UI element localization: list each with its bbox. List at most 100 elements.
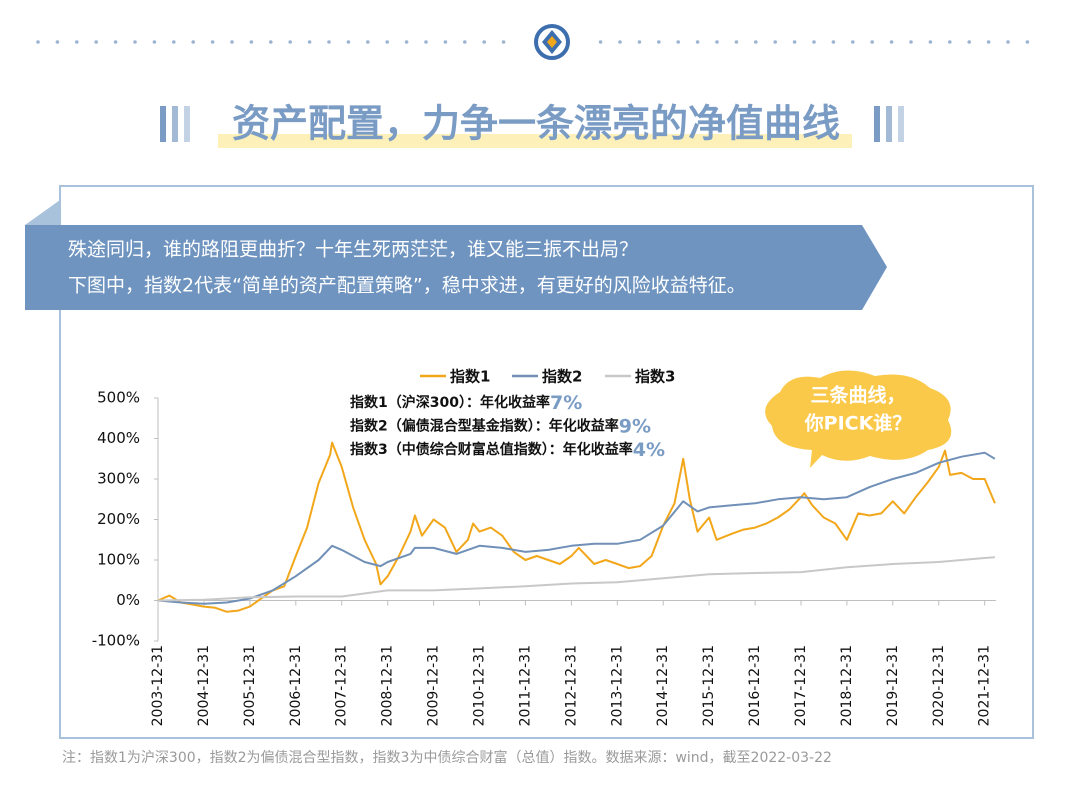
frame <box>59 185 1034 739</box>
dot <box>75 40 79 44</box>
annotation-rate: 9% <box>619 415 651 437</box>
x-tick-label: 2011-12-31 <box>517 645 533 726</box>
speech-bubble: 三条曲线， 你PICK谁？ <box>765 370 952 468</box>
dot <box>1006 40 1010 44</box>
dot <box>269 40 273 44</box>
x-tick-label: 2014-12-31 <box>655 645 671 726</box>
dot <box>36 40 40 44</box>
dot <box>695 40 700 44</box>
footnote: 注：指数1为沪深300，指数2为偏债混合型指数，指数3为中债综合财富（总值）指数… <box>62 749 832 766</box>
banner-line: 下图中，指数2代表“简单的资产配置策略”，稳中求进，有更好的风险收益特征。 <box>68 275 746 297</box>
dot <box>598 40 603 44</box>
dot <box>191 40 195 44</box>
dot <box>657 40 661 44</box>
dot <box>385 40 390 44</box>
dot <box>404 40 409 44</box>
title: 资产配置，力争一条漂亮的净值曲线 <box>232 102 840 146</box>
annotation: 指数3（中债综合财富总值指数）：年化收益率4% <box>350 439 665 461</box>
x-tick-label: 2010-12-31 <box>471 645 487 726</box>
x-tick-label: 2018-12-31 <box>839 645 855 726</box>
dot <box>754 40 758 44</box>
x-tick-label: 2004-12-31 <box>196 645 212 726</box>
title-bars <box>160 106 904 142</box>
dot <box>851 40 855 44</box>
dot <box>831 40 836 44</box>
y-tick-label: -100% <box>92 632 140 650</box>
dot <box>1025 40 1030 44</box>
dot <box>773 40 777 44</box>
x-tick-label: 2020-12-31 <box>931 645 947 726</box>
series-line <box>157 556 995 602</box>
y-tick-label: 200% <box>97 510 140 528</box>
x-tick-label: 2017-12-31 <box>793 645 809 726</box>
annotation: 指数1（沪深300）：年化收益率7% <box>350 392 582 414</box>
annotation-text: 指数2（偏债混合型基金指数）：年化收益率 <box>350 418 619 435</box>
annotation-text: 指数3（中债综合财富总值指数）：年化收益率 <box>350 441 633 458</box>
chart: -100% 0% 100% 200% 300% 400% 500% 2003-12-31 200… <box>92 368 996 726</box>
dot <box>676 40 680 44</box>
dot <box>55 40 60 44</box>
dot <box>812 40 816 44</box>
legend-label: 指数3 <box>635 368 675 386</box>
x-tick-label: 2019-12-31 <box>885 645 901 726</box>
banner-fold <box>25 200 60 225</box>
x-tick-label: 2003-12-31 <box>150 645 166 726</box>
x-tick-label: 2021-12-31 <box>977 645 993 726</box>
dot <box>482 40 487 44</box>
dot <box>327 40 331 44</box>
dot <box>152 40 157 44</box>
legend-label: 指数2 <box>542 368 582 386</box>
series-line <box>157 441 996 613</box>
dot <box>172 40 176 44</box>
dot <box>870 40 874 44</box>
x-tick-label: 2013-12-31 <box>609 645 625 726</box>
annotation: 指数2（偏债混合型基金指数）：年化收益率9% <box>350 415 651 437</box>
dot <box>792 40 797 44</box>
x-tick-label: 2015-12-31 <box>701 645 717 726</box>
logo <box>534 24 570 60</box>
dot <box>210 40 215 44</box>
bubble-text: 三条曲线， <box>810 384 905 407</box>
y-tick-label: 400% <box>97 429 140 447</box>
annotation-text: 指数1（沪深300）：年化收益率 <box>350 394 550 411</box>
dot <box>346 40 351 44</box>
series-line <box>157 451 996 605</box>
banner-line: 殊途同归，谁的路阻更曲折？十年生死两茫茫，谁又能三振不出局？ <box>68 239 638 261</box>
dot <box>288 40 293 44</box>
x-tick-label: 2005-12-31 <box>242 645 258 726</box>
x-tick-label: 2006-12-31 <box>288 645 304 726</box>
y-tick-label: 0% <box>116 591 140 609</box>
dot <box>463 40 467 44</box>
dot <box>734 40 739 44</box>
dot <box>307 40 312 44</box>
x-tick-label: 2007-12-31 <box>334 645 350 726</box>
dot <box>94 40 98 44</box>
dot <box>443 40 448 44</box>
dot <box>424 40 428 44</box>
dot <box>113 40 118 44</box>
dot <box>948 40 952 44</box>
y-tick-label: 500% <box>97 389 140 407</box>
bubble-text: 你PICK谁？ <box>804 412 912 435</box>
y-tick-label: 300% <box>97 470 140 488</box>
title-highlight <box>218 134 852 148</box>
y-tick-label: 100% <box>97 551 140 569</box>
legend-label: 指数1 <box>450 368 490 386</box>
banner <box>25 225 887 310</box>
dot <box>967 40 971 44</box>
x-tick-label: 2008-12-31 <box>380 645 396 726</box>
dot <box>230 40 234 44</box>
dot <box>909 40 913 44</box>
dot <box>249 40 254 44</box>
x-tick-label: 2009-12-31 <box>426 645 442 726</box>
dot <box>618 40 622 44</box>
dot <box>928 40 933 44</box>
x-tick-label: 2016-12-31 <box>747 645 763 726</box>
annotation-rate: 4% <box>633 439 665 461</box>
dot <box>715 40 719 44</box>
dot <box>889 40 894 44</box>
dot <box>986 40 991 44</box>
dot <box>133 40 137 44</box>
dot <box>366 40 370 44</box>
